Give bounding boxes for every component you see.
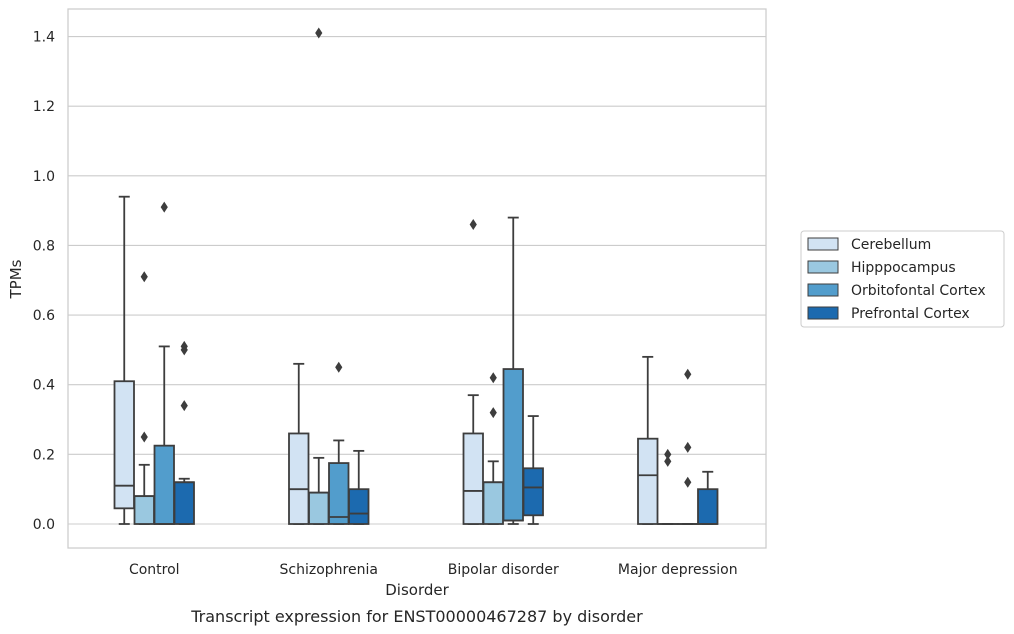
outlier-point xyxy=(335,361,343,373)
box-3-3 xyxy=(697,470,719,525)
box-1-2 xyxy=(482,372,504,525)
box-0-3 xyxy=(637,355,659,525)
outlier-point xyxy=(684,368,692,380)
box-body xyxy=(133,495,155,525)
x-tick-label: Major depression xyxy=(618,562,738,578)
box-body xyxy=(328,462,350,525)
x-axis-title: Disorder xyxy=(385,581,449,599)
box-3-0 xyxy=(173,340,195,525)
box-body xyxy=(173,481,195,525)
y-tick-labels: 0.0 0.2 0.4 0.6 0.8 1.0 1.2 1.4 xyxy=(33,30,55,533)
outlier-point xyxy=(664,455,672,467)
y-tick-label: 0.2 xyxy=(33,447,55,463)
legend-label: Cerebellum xyxy=(851,237,931,253)
legend-swatch xyxy=(807,237,839,251)
box-0-1 xyxy=(288,362,310,525)
outlier-point xyxy=(140,431,148,443)
box-body xyxy=(482,481,504,525)
x-tick-label: Bipolar disorder xyxy=(448,562,559,578)
box-1-3 xyxy=(657,448,679,525)
box-groups xyxy=(113,27,719,525)
y-tick-label: 0.0 xyxy=(33,517,55,533)
box-2-3 xyxy=(677,368,699,525)
y-tick-label: 0.6 xyxy=(33,308,55,324)
outlier-point xyxy=(180,400,188,412)
x-tick-label: Control xyxy=(129,562,180,578)
outlier-point xyxy=(684,476,692,488)
outlier-point xyxy=(664,448,672,460)
y-axis-title: TPMs xyxy=(7,259,25,299)
outlier-point xyxy=(160,201,168,213)
box-0-2 xyxy=(462,219,484,525)
box-1-1 xyxy=(308,27,330,525)
box-body xyxy=(113,380,135,510)
y-tick-label: 1.4 xyxy=(33,30,55,46)
y-tick-label: 0.8 xyxy=(33,238,55,254)
box-body xyxy=(462,432,484,525)
box-body xyxy=(697,488,719,525)
box-3-2 xyxy=(522,415,544,525)
y-tick-label: 1.0 xyxy=(33,169,55,185)
figure-caption: Transcript expression for ENST0000046728… xyxy=(190,607,643,626)
box-body xyxy=(288,432,310,525)
x-tick-label: Schizophrenia xyxy=(280,562,378,578)
box-3-1 xyxy=(348,449,370,525)
outlier-point xyxy=(180,340,188,352)
legend-label: Prefrontal Cortex xyxy=(851,306,970,322)
box-body xyxy=(502,368,524,522)
outlier-point xyxy=(140,271,148,283)
legend-label: Orbitofontal Cortex xyxy=(851,283,986,299)
box-body xyxy=(637,437,659,525)
legend-label: Hipppocampus xyxy=(851,260,956,276)
box-0-0 xyxy=(113,195,135,525)
outlier-point xyxy=(469,219,477,231)
y-tick-label: 0.4 xyxy=(33,378,55,394)
outlier-point xyxy=(684,441,692,453)
box-body xyxy=(308,491,330,525)
legend-swatch xyxy=(807,283,839,297)
legend-swatch xyxy=(807,306,839,320)
outlier-point xyxy=(315,27,323,39)
outlier-point xyxy=(489,372,497,384)
plot-frame xyxy=(67,8,767,549)
y-tick-label: 1.2 xyxy=(33,99,55,115)
box-body xyxy=(522,467,544,517)
legend-frame xyxy=(800,230,1005,328)
outlier-point xyxy=(489,407,497,419)
x-tick-labels: Control Schizophrenia Bipolar disorder Majo… xyxy=(129,562,738,578)
legend-swatch xyxy=(807,260,839,274)
box-body xyxy=(348,488,370,525)
box-body xyxy=(153,444,175,525)
legend: Cerebellum Hipppocampus Orbitofontal Corte… xyxy=(800,230,1005,328)
box-2-2 xyxy=(502,216,524,525)
